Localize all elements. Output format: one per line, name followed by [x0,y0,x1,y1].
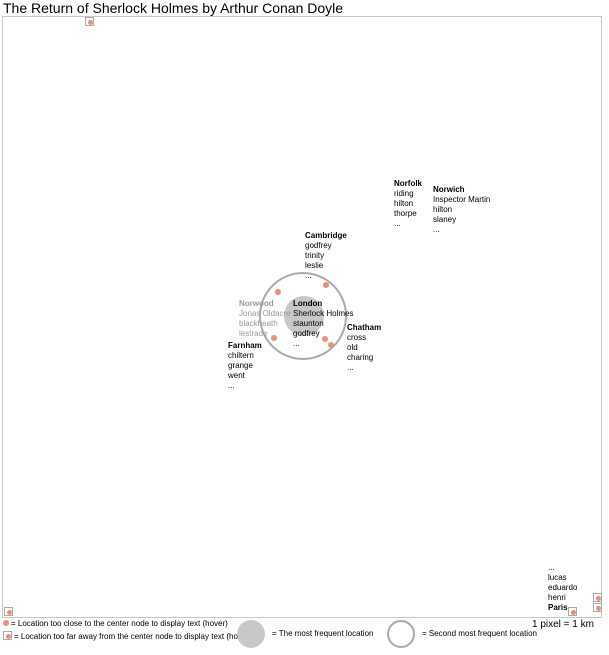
location-term: thorpe [394,209,417,218]
location-term: godfrey [293,329,320,338]
location-term: ... [228,381,235,390]
location-term: Jonas Oldacre [239,309,291,318]
legend-second-frequent-text: = Second most frequent location [422,629,537,638]
location-term: hilton [394,199,414,208]
location-term: lestrade [239,329,268,338]
location-term: ... [433,225,440,234]
location-term: trinity [305,251,325,260]
legend-most-frequent-text: = The most frequent location [272,629,374,638]
location-term: henri [548,593,566,602]
location-dot-cambridge[interactable] [323,282,329,288]
location-term: charing [347,353,374,362]
map-frame [2,16,602,618]
second-frequent-ring [259,272,347,360]
location-label-norwich: Norwich Inspector Martin hilton slaney .… [433,185,490,235]
location-name: London [293,299,323,308]
offscreen-location-marker[interactable] [85,17,94,26]
location-term: ... [347,363,354,372]
location-term: riding [394,189,414,198]
page-title: The Return of Sherlock Holmes by Arthur … [3,0,344,16]
location-term: hilton [433,205,453,214]
location-label-paris: ... lucas eduardo henri Paris [548,563,577,613]
location-term: old [347,343,358,352]
location-name: Cambridge [305,231,347,240]
location-label-norwood: Norwood Jonas Oldacre blackheath lestrad… [239,299,291,339]
legend-too-close-icon [3,620,9,626]
location-term: staunton [293,319,324,328]
location-name: Farnham [228,341,262,350]
location-term: grange [228,361,253,370]
legend-too-close-text: = Location too close to the center node … [11,619,228,628]
location-term: cross [347,333,367,342]
location-term: ... [394,219,401,228]
location-term: ... [305,271,312,280]
offscreen-location-marker[interactable] [568,607,577,616]
location-label-farnham: Farnham chiltern grange went ... [228,341,262,391]
location-dot-near[interactable] [328,342,334,348]
location-term: leslie [305,261,324,270]
location-name: Norwich [433,185,465,194]
location-label-cambridge: Cambridge godfrey trinity leslie ... [305,231,347,281]
offscreen-location-marker[interactable] [4,607,13,616]
most-frequent-disc [284,296,324,336]
legend-too-far-icon [3,631,12,640]
location-name: Norfolk [394,179,422,188]
location-label-london: London Sherlock Holmes staunton godfrey … [293,299,353,349]
legend-too-far-text: = Location too far away from the center … [14,632,252,641]
legend-second-frequent-icon [387,620,415,648]
location-label-norfolk: Norfolk riding hilton thorpe ... [394,179,422,229]
location-name: Norwood [239,299,274,308]
location-term: blackheath [239,319,278,328]
location-term: ... [548,563,555,572]
location-term: chiltern [228,351,254,360]
location-dot-farnham[interactable] [271,335,277,341]
location-dot-norwood[interactable] [275,289,281,295]
location-term: Sherlock Holmes [293,309,354,318]
location-term: godfrey [305,241,332,250]
legend-most-frequent-icon [237,620,265,648]
scale-label: 1 pixel = 1 km [532,619,594,630]
offscreen-location-marker[interactable] [593,593,602,602]
location-term: slaney [433,215,457,224]
location-term: lucas [548,573,567,582]
location-term: Inspector Martin [433,195,491,204]
location-name: Chatham [347,323,382,332]
location-dot-chatham[interactable] [322,336,328,342]
location-term: went [228,371,245,380]
location-term: ... [293,339,300,348]
location-term: eduardo [548,583,578,592]
offscreen-location-marker[interactable] [593,603,602,612]
location-label-chatham: Chatham cross old charing ... [347,323,381,373]
location-name: Paris [548,603,568,612]
